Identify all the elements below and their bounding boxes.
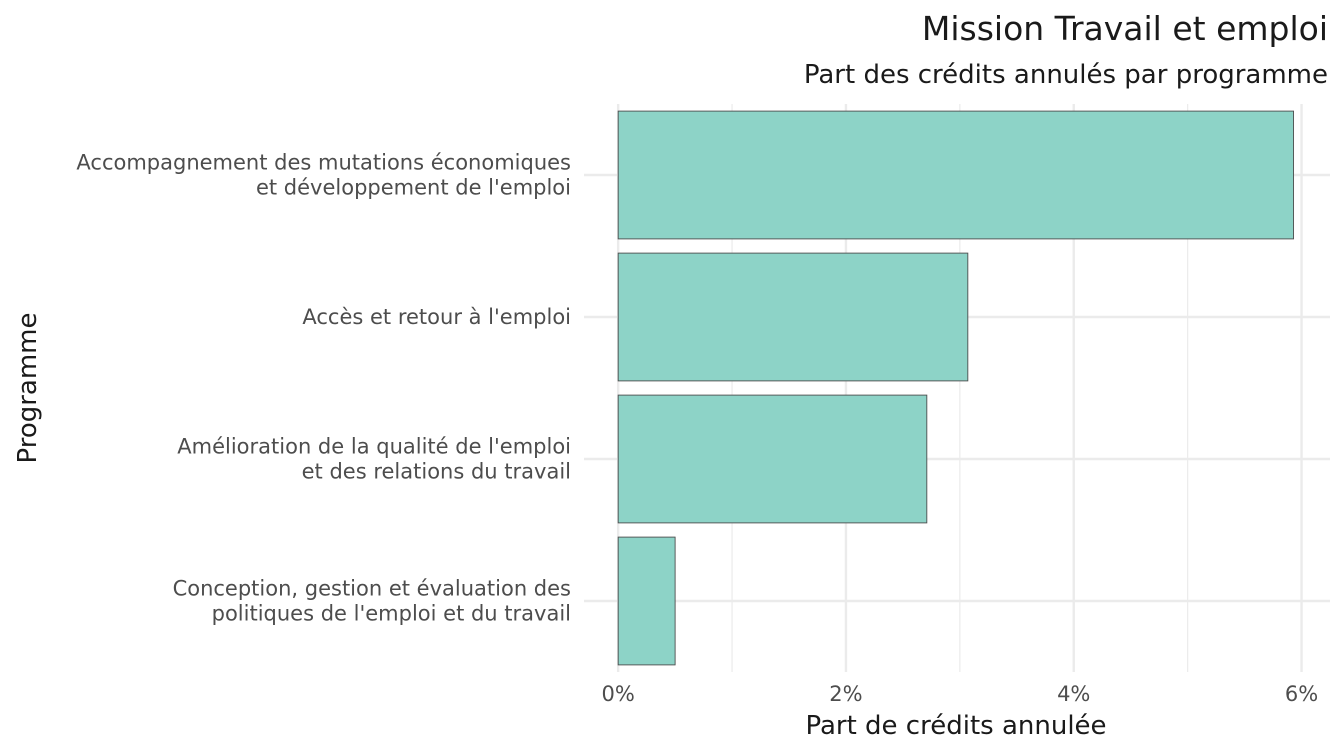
category-label-line: politiques de l'emploi et du travail: [212, 602, 571, 626]
x-axis-title: Part de crédits annulée: [805, 711, 1106, 741]
category-label: Amélioration de la qualité de l'emploi et…: [177, 435, 571, 484]
category-label-line: Amélioration de la qualité de l'emploi: [177, 435, 571, 459]
category-label: Conception, gestion et évaluation des pol…: [173, 577, 571, 626]
x-tick-label: 4%: [1057, 682, 1090, 706]
category-label-line: Conception, gestion et évaluation des: [173, 577, 571, 601]
category-labels: Accompagnement des mutations économiques…: [76, 151, 571, 626]
chart-title: Mission Travail et emploi: [922, 9, 1328, 48]
category-label-line: et des relations du travail: [302, 460, 571, 484]
chart-subtitle: Part des crédits annulés par programme: [804, 60, 1328, 90]
bar: [617, 252, 969, 382]
bar: [617, 394, 928, 524]
x-tick-label: 2%: [829, 682, 862, 706]
category-label-line: Accès et retour à l'emploi: [302, 305, 571, 329]
y-axis-title: Programme: [13, 312, 43, 463]
bars: [617, 110, 1295, 666]
category-label: Accompagnement des mutations économiques…: [76, 151, 571, 200]
bar: [617, 110, 1295, 240]
x-tick-labels: 0% 2% 4% 6%: [602, 682, 1319, 706]
x-tick-label: 0%: [602, 682, 635, 706]
bar: [617, 536, 676, 666]
category-label-line: et développement de l'emploi: [256, 176, 571, 200]
x-tick-label: 6%: [1285, 682, 1318, 706]
category-label-line: Accompagnement des mutations économiques: [76, 151, 571, 175]
category-label: Accès et retour à l'emploi: [302, 305, 571, 329]
